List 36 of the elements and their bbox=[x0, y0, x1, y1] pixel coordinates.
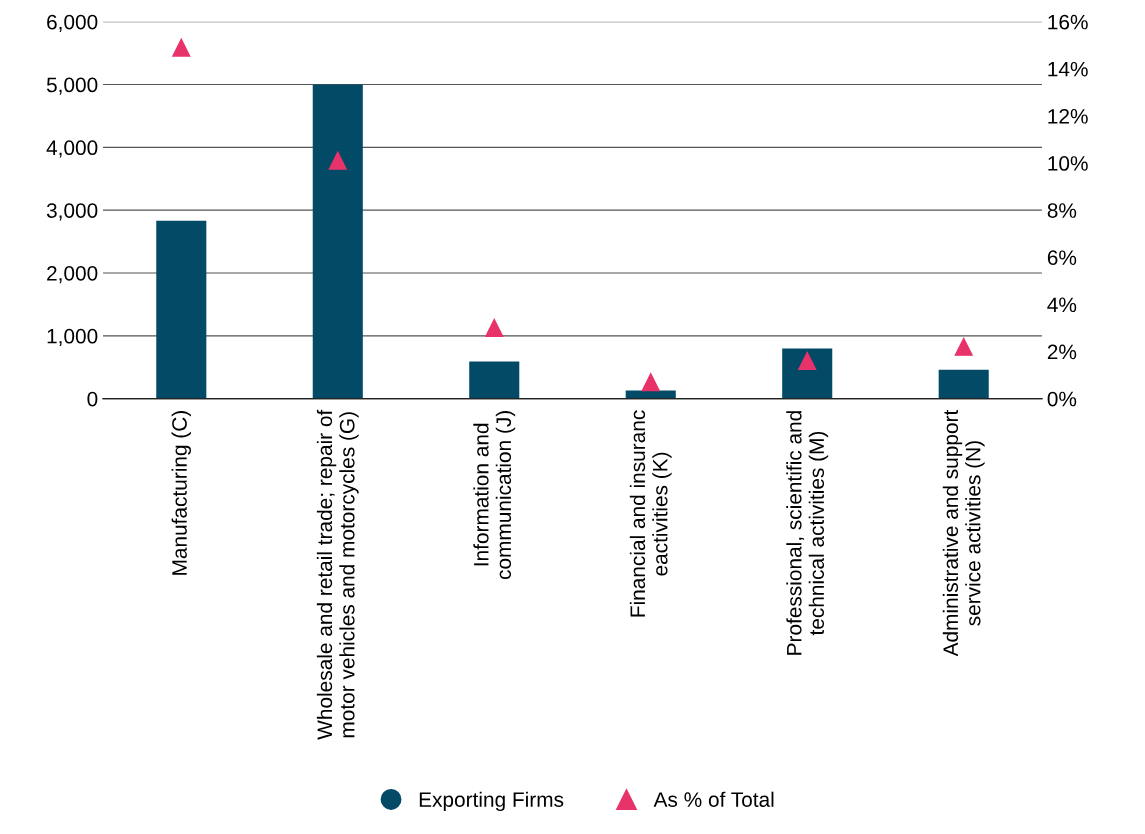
y2-tick-label: 10% bbox=[1048, 156, 1088, 171]
y-tick-label: 1,000 bbox=[47, 328, 98, 347]
x-tick-label: Wholesale and retail trade; repair of motor vehicles and motorcycles (G) bbox=[316, 409, 359, 740]
y-tick-label: 0 bbox=[87, 391, 98, 407]
bar bbox=[469, 361, 520, 399]
point bbox=[328, 151, 347, 170]
x-tick-label: Manufacturing (C) bbox=[171, 411, 191, 575]
legend-label: As % of Total bbox=[653, 791, 774, 807]
point bbox=[641, 373, 660, 392]
x-tick-label: Financial and insuranc eactivities (K) bbox=[629, 410, 672, 617]
y2-tick-label: 8% bbox=[1047, 203, 1077, 218]
bar bbox=[156, 220, 207, 399]
y2-tick-label: 0% bbox=[1047, 391, 1077, 407]
y2-tick-label: 4% bbox=[1047, 297, 1077, 313]
y2-tick-label: 16% bbox=[1048, 14, 1088, 30]
y2-tick-label: 14% bbox=[1048, 61, 1088, 77]
y2-tick-label: 2% bbox=[1047, 344, 1077, 360]
y2-tick-label: 6% bbox=[1047, 250, 1077, 266]
y-tick-label: 3,000 bbox=[46, 203, 98, 221]
y-tick-label: 6,000 bbox=[47, 14, 98, 32]
bar bbox=[782, 348, 833, 399]
x-tick-label: Information and communication (J) bbox=[473, 411, 516, 580]
point bbox=[172, 38, 191, 57]
x-tick-label: Administrative and support service activities (N) bbox=[942, 409, 985, 657]
y-tick-label: 4,000 bbox=[46, 140, 98, 158]
bar bbox=[625, 390, 676, 399]
bar bbox=[312, 84, 363, 399]
y2-tick-label: 12% bbox=[1048, 108, 1088, 124]
y-tick-label: 5,000 bbox=[46, 77, 98, 95]
y-tick-label: 2,000 bbox=[47, 266, 98, 284]
legend-label: Exporting Firms bbox=[419, 791, 564, 812]
point bbox=[954, 337, 973, 356]
x-tick-label: Professional, scientific and technical activities (M) bbox=[786, 411, 829, 655]
bar bbox=[938, 369, 989, 399]
point bbox=[485, 318, 504, 337]
point bbox=[798, 351, 817, 370]
